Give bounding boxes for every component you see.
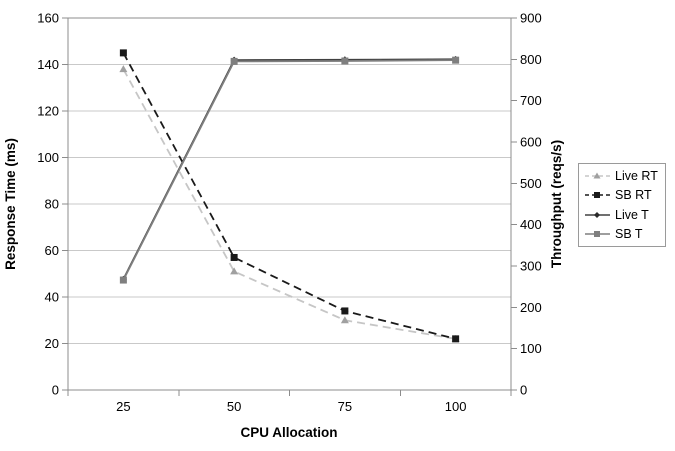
- x-tick-label: 25: [116, 399, 130, 414]
- sb-t-line-sample-icon: [585, 231, 610, 238]
- y-right-axis-title: Throughput (reqs/s): [549, 140, 564, 268]
- y-left-tick-label: 0: [52, 383, 59, 398]
- legend-item-sb-rt: SB RT: [584, 186, 665, 204]
- series-sb-t: [119, 56, 460, 284]
- y-right-tick-label: 400: [520, 217, 542, 232]
- legend-item-sb-t: SB T: [584, 225, 665, 243]
- square-marker: [119, 49, 127, 57]
- y-left-axis-title: Response Time (ms): [3, 138, 18, 270]
- square-marker: [341, 57, 349, 65]
- triangle-marker: [340, 316, 349, 324]
- square-marker: [452, 335, 460, 343]
- legend-label: Live T: [615, 207, 649, 222]
- y-left-tick-label: 160: [37, 11, 59, 26]
- legend-label: SB T: [615, 227, 643, 242]
- triangle-marker: [593, 172, 601, 179]
- diamond-marker: [594, 211, 600, 218]
- square-marker: [594, 192, 600, 199]
- square-marker: [230, 57, 238, 65]
- y-left-tick-label: 20: [45, 336, 59, 351]
- x-tick-label: 75: [338, 399, 352, 414]
- legend-item-live-t: Live T: [584, 206, 665, 224]
- live-t-line-sample-icon: [585, 211, 610, 218]
- y-right-tick-label: 300: [520, 259, 542, 274]
- y-left-tick-label: 100: [37, 150, 59, 165]
- x-axis-title: CPU Allocation: [240, 425, 337, 440]
- y-left-tick-label: 60: [45, 243, 59, 258]
- series-sb-rt: [119, 49, 460, 343]
- live-rt-line-sample-icon: [585, 172, 610, 179]
- y-right-tick-label: 600: [520, 135, 542, 150]
- x-tick-label: 50: [227, 399, 241, 414]
- series-line: [122, 59, 456, 281]
- y-left-tick-label: 140: [37, 57, 59, 72]
- triangle-marker: [119, 65, 128, 73]
- square-marker: [341, 307, 349, 315]
- y-right-tick-label: 900: [520, 11, 542, 26]
- square-marker: [230, 253, 238, 261]
- y-right-tick-label: 700: [520, 93, 542, 108]
- y-right-tick-label: 0: [520, 383, 527, 398]
- legend-label: Live RT: [615, 168, 658, 183]
- legend: Live RT SB RT Live T SB T: [578, 163, 666, 247]
- legend-label: SB RT: [615, 188, 652, 203]
- y-left-tick-label: 80: [45, 197, 59, 212]
- sb-rt-line-sample-icon: [585, 192, 610, 199]
- y-right-tick-label: 200: [520, 300, 542, 315]
- y-left-tick-label: 40: [45, 290, 59, 305]
- square-marker: [594, 231, 600, 238]
- y-right-tick-label: 800: [520, 52, 542, 67]
- legend-item-live-rt: Live RT: [584, 167, 665, 185]
- square-marker: [119, 276, 127, 284]
- x-tick-label: 100: [445, 399, 467, 414]
- series-line: [122, 68, 456, 340]
- y-right-tick-label: 100: [520, 341, 542, 356]
- series-live-t: [119, 55, 460, 283]
- y-right-tick-label: 500: [520, 176, 542, 191]
- y-left-tick-label: 120: [37, 104, 59, 119]
- triangle-marker: [230, 267, 239, 275]
- series-line: [122, 58, 456, 280]
- square-marker: [452, 56, 460, 64]
